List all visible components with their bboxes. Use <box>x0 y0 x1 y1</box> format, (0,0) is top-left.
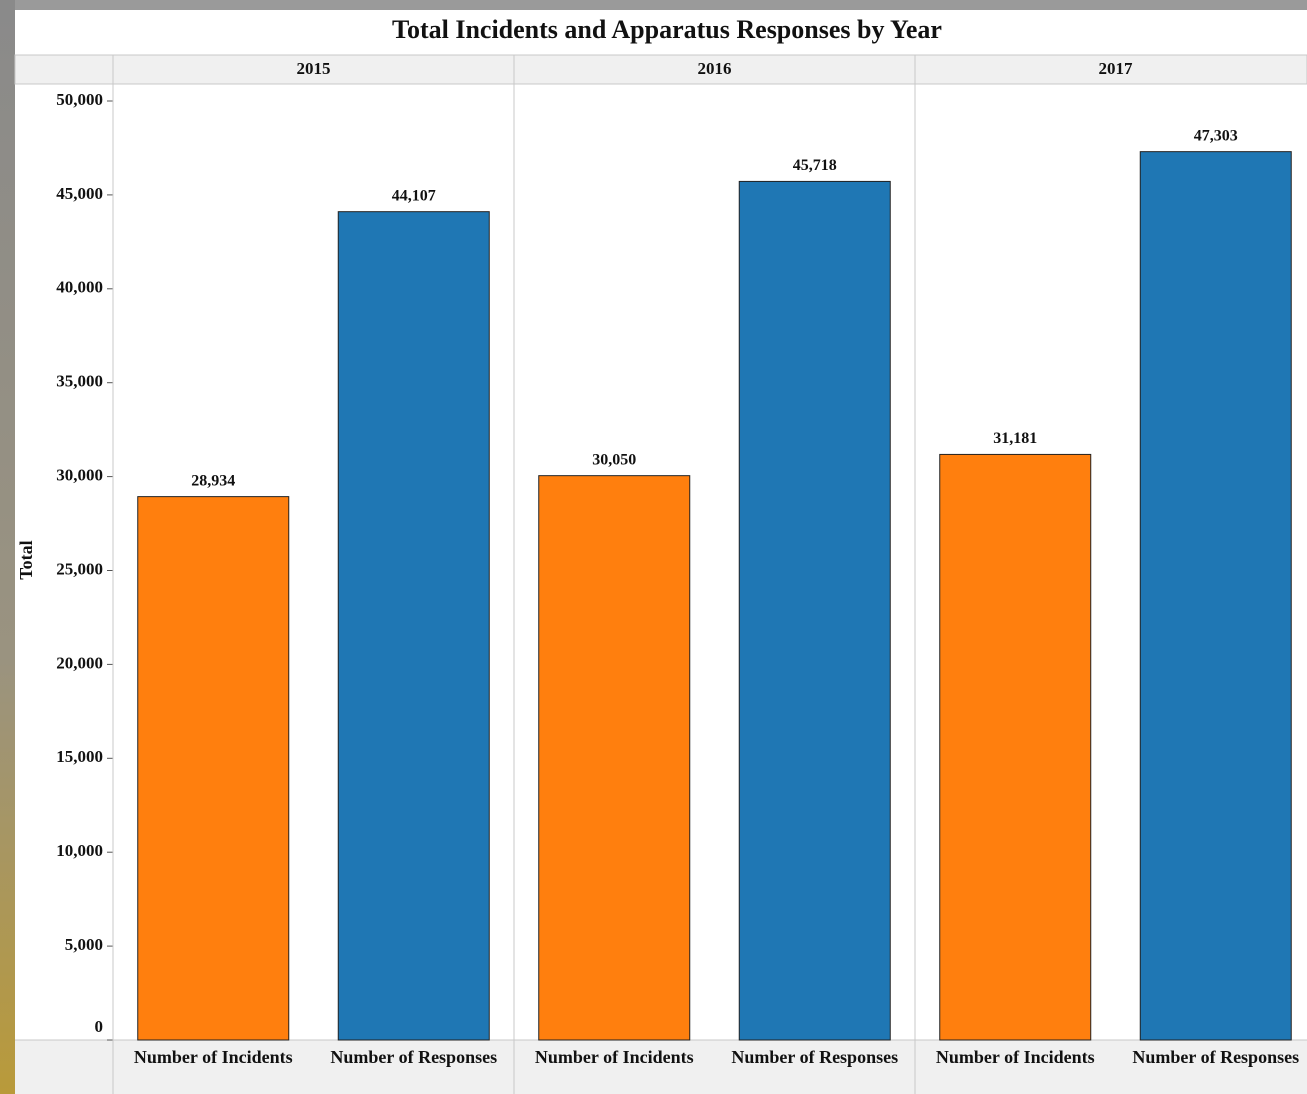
value-label: 28,934 <box>191 472 235 489</box>
y-tick-label: 15,000 <box>56 747 103 766</box>
bar <box>337 211 490 1041</box>
y-tick-label: 35,000 <box>56 372 103 391</box>
x-tick-label: Number of Responses <box>1132 1047 1299 1067</box>
header-row <box>14 54 1307 85</box>
x-tick-label: Number of Responses <box>330 1047 497 1067</box>
y-axis-title: Total <box>16 540 36 579</box>
title-bar <box>15 10 1307 55</box>
frame-left <box>0 0 15 1094</box>
value-label: 45,718 <box>793 157 837 174</box>
x-tick-label: Number of Incidents <box>535 1047 694 1067</box>
value-label: 44,107 <box>392 187 436 204</box>
frame-top <box>0 0 1307 10</box>
x-tick-label: Number of Incidents <box>134 1047 293 1067</box>
bar <box>538 475 691 1041</box>
y-tick-label: 10,000 <box>56 841 103 860</box>
bar <box>738 180 891 1041</box>
y-tick-label: 25,000 <box>56 559 103 578</box>
x-tick-label: Number of Responses <box>731 1047 898 1067</box>
y-tick-label: 5,000 <box>65 935 103 954</box>
bar <box>939 453 1092 1041</box>
bar <box>137 496 290 1041</box>
chart-title: Total Incidents and Apparatus Responses … <box>392 15 942 44</box>
y-tick-label: 20,000 <box>56 653 103 672</box>
y-tick-label: 45,000 <box>56 184 103 203</box>
value-label: 47,303 <box>1194 127 1238 144</box>
y-tick-label: 0 <box>95 1017 104 1036</box>
year-header: 2017 <box>1099 59 1134 78</box>
x-tick-label: Number of Incidents <box>936 1047 1095 1067</box>
y-tick-label: 30,000 <box>56 466 103 485</box>
value-label: 30,050 <box>592 451 636 468</box>
y-tick-label: 40,000 <box>56 278 103 297</box>
footer-row <box>15 1040 1307 1094</box>
y-tick-label: 50,000 <box>56 90 103 109</box>
year-header: 2015 <box>297 59 331 78</box>
bar <box>1139 151 1292 1041</box>
year-header: 2016 <box>698 59 732 78</box>
value-label: 31,181 <box>993 430 1037 447</box>
